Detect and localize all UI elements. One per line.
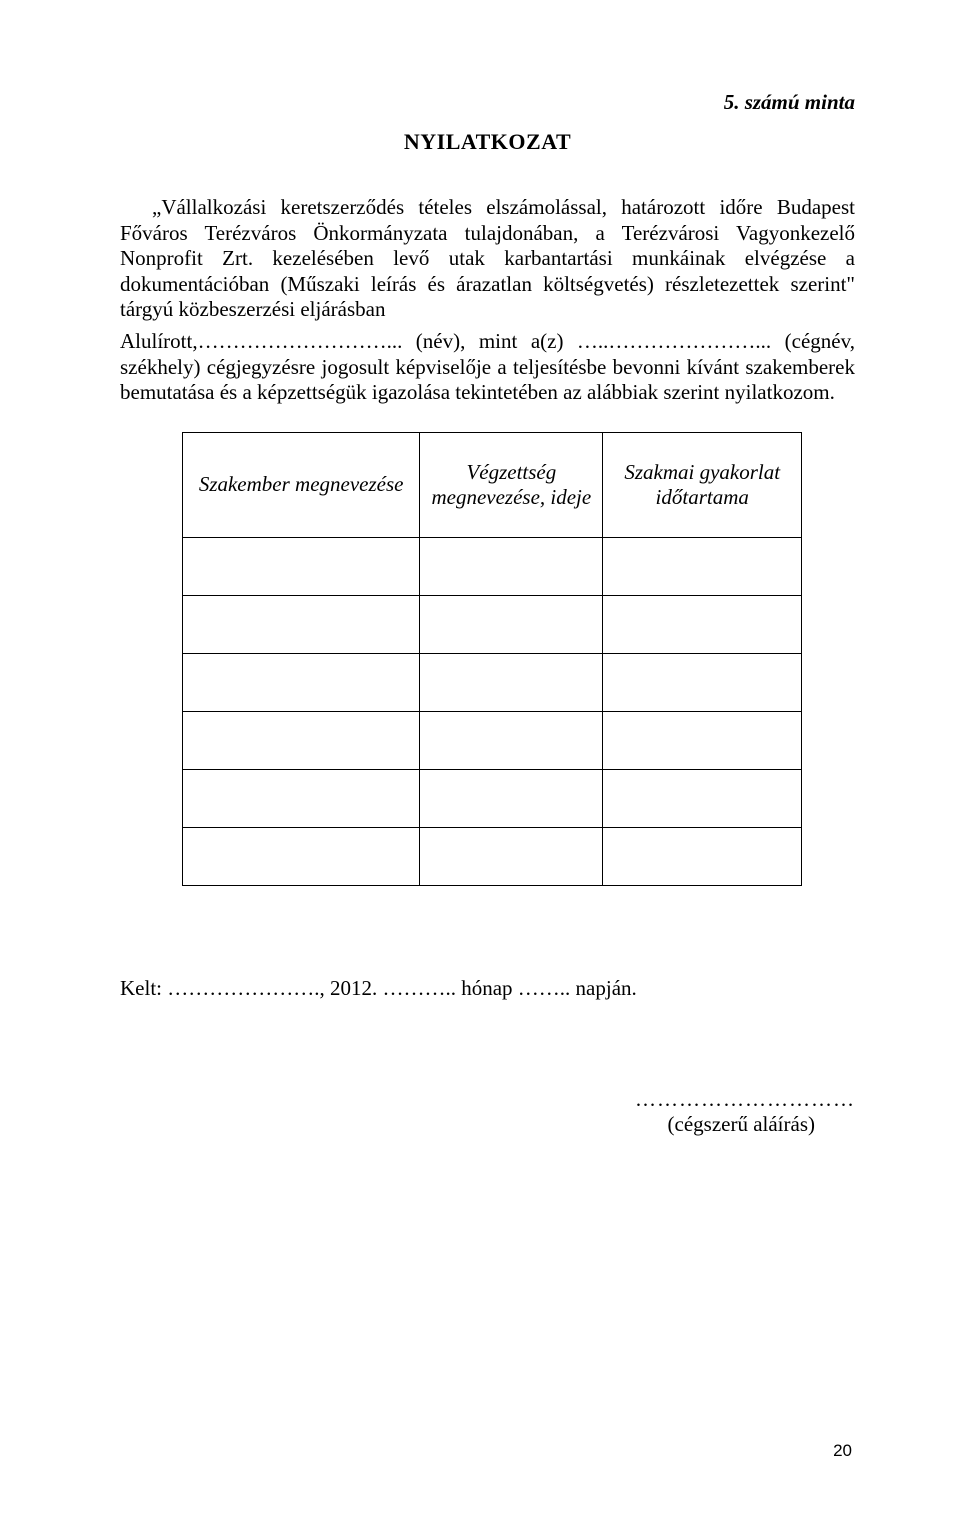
table-cell (420, 653, 603, 711)
intro-paragraph-1: „Vállalkozási keretszerződés tételes els… (120, 195, 855, 323)
table-row (183, 595, 802, 653)
table-cell (183, 769, 420, 827)
table-header-col2: Végzettség megnevezése, ideje (420, 432, 603, 537)
table-cell (183, 537, 420, 595)
table-row (183, 537, 802, 595)
table-cell (603, 537, 802, 595)
table-body (183, 537, 802, 885)
table-cell (420, 769, 603, 827)
signature-label: (cégszerű aláírás) (668, 1112, 815, 1137)
table-cell (603, 827, 802, 885)
intro-paragraph-2: Alulírott,………………………... (név), mint a(z) … (120, 329, 855, 406)
table-cell (420, 827, 603, 885)
date-line: Kelt: …………………., 2012. ……….. hónap …….. n… (120, 976, 855, 1001)
page: 5. számú minta NYILATKOZAT „Vállalkozási… (0, 0, 960, 1519)
signature-block: ………………………… (cégszerű aláírás) (120, 1087, 855, 1137)
document-title: NYILATKOZAT (120, 129, 855, 155)
signature-dots: ………………………… (120, 1087, 855, 1112)
table-cell (603, 711, 802, 769)
table-cell (183, 711, 420, 769)
table-cell (420, 595, 603, 653)
table-cell (603, 595, 802, 653)
table-cell (603, 769, 802, 827)
table-row (183, 769, 802, 827)
table-row (183, 711, 802, 769)
table-row (183, 827, 802, 885)
sample-number-label: 5. számú minta (120, 90, 855, 115)
table-cell (183, 827, 420, 885)
table-header-col3: Szakmai gyakorlat időtartama (603, 432, 802, 537)
table-header-row: Szakember megnevezése Végzettség megneve… (183, 432, 802, 537)
table-header-col1: Szakember megnevezése (183, 432, 420, 537)
table-row (183, 653, 802, 711)
specialists-table: Szakember megnevezése Végzettség megneve… (182, 432, 802, 886)
page-number: 20 (833, 1441, 852, 1461)
table-cell (603, 653, 802, 711)
table-cell (420, 711, 603, 769)
table-cell (420, 537, 603, 595)
table-cell (183, 653, 420, 711)
table-cell (183, 595, 420, 653)
